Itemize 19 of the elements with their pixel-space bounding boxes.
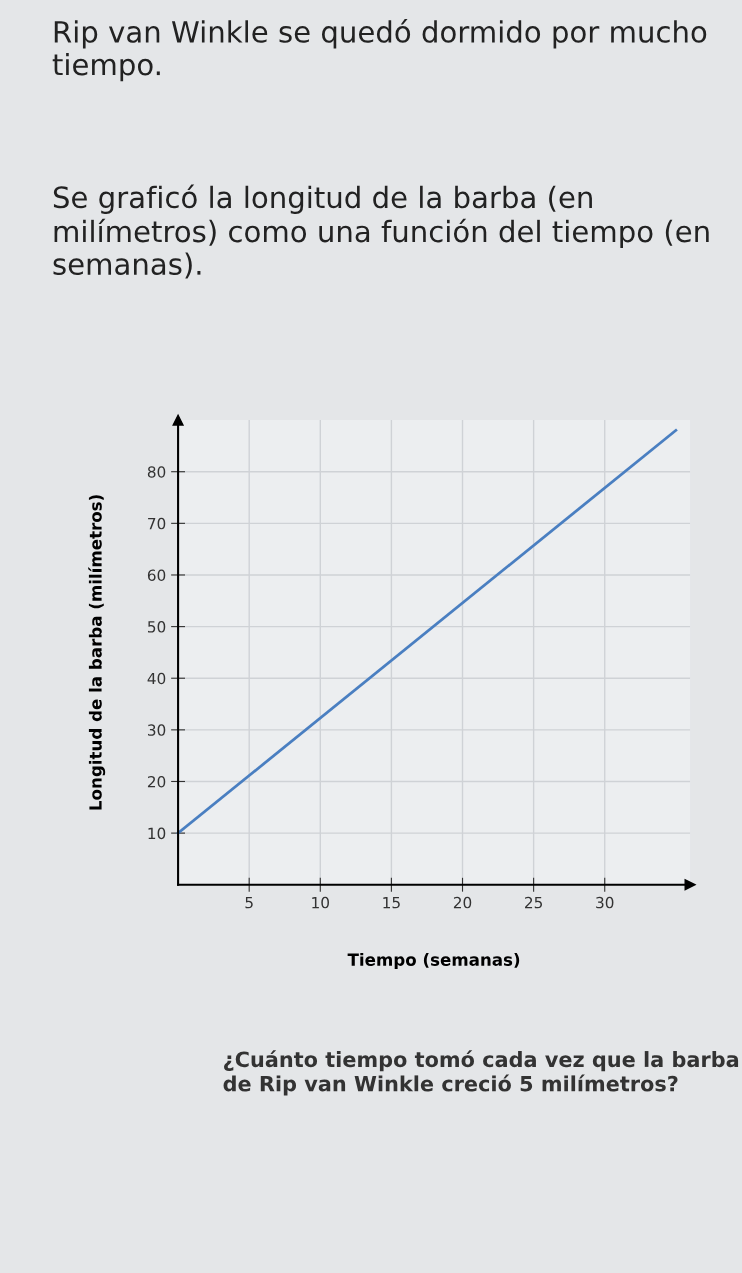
- y-tick-label: 40: [147, 672, 166, 685]
- x-axis-title: Tiempo (semanas): [347, 952, 520, 970]
- y-tick-label: 30: [148, 724, 166, 736]
- y-tick-label: 50: [148, 621, 166, 633]
- y-tick-label: 80: [147, 466, 166, 478]
- y-axis-title: Longitud de la barba (milímetros): [88, 495, 106, 810]
- x-tick-label: 30: [596, 896, 614, 909]
- y-tick-label: 70: [148, 517, 166, 530]
- x-tick-label: 25: [525, 896, 543, 909]
- y-tick-label: 20: [147, 775, 166, 788]
- x-tick-label: 15: [383, 897, 400, 909]
- y-tick-label: 60: [147, 569, 166, 581]
- chart-subtitle: Se graficó la longitud de la barba (en milímetros) como una función del tiempo (en semanas).: [53, 184, 709, 279]
- x-tick-label: 20: [453, 896, 472, 909]
- x-tick-label: 10: [312, 896, 329, 909]
- x-tick-label: 5: [245, 897, 253, 909]
- chart-title: Rip van Winkle se quedó dormido por mucho tiempo.: [52, 19, 707, 82]
- text: ¿Cuánto tiempo tomó cada vez que la barba de Rip van Winkle creció 5 milímetros?: [223, 1050, 739, 1096]
- y-tick-label: 10: [148, 827, 166, 840]
